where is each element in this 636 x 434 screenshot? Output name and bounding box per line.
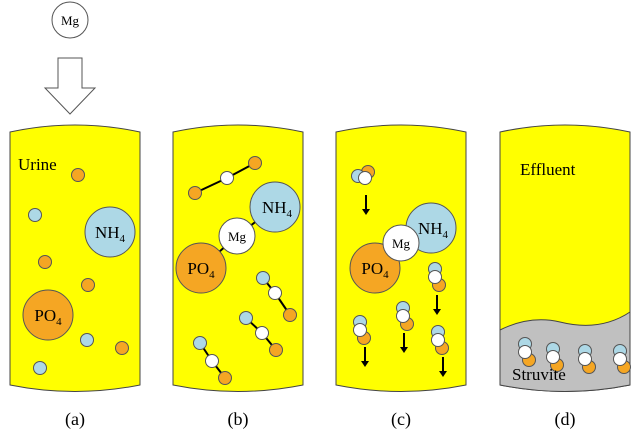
- ion-particle: [33, 361, 47, 375]
- ion-particle: [115, 341, 129, 355]
- struvite-particle: [546, 350, 560, 364]
- caption: (b): [228, 409, 249, 430]
- struvite-particle: [431, 333, 445, 347]
- ion-particle: [269, 343, 283, 357]
- ammonium: [84, 206, 136, 258]
- liquid-label: Urine: [18, 155, 57, 174]
- down-arrow: [43, 57, 97, 115]
- struvite-particle: [578, 352, 592, 366]
- ion-particle: [80, 333, 94, 347]
- ion-particle: [205, 354, 219, 368]
- settle-arrow-head: [439, 371, 447, 377]
- ammonium: [249, 181, 301, 233]
- ion-particle: [239, 311, 253, 325]
- ion-label: NH4: [95, 223, 126, 245]
- reagent-circle: [51, 1, 89, 39]
- phosphate: [22, 289, 74, 341]
- ion-particle: [188, 186, 202, 200]
- settle-arrow-head: [361, 361, 369, 367]
- ion-label: PO4: [361, 259, 389, 281]
- ion-label: Mg: [392, 236, 411, 251]
- struvite-particle: [353, 323, 367, 337]
- ion-label: PO4: [34, 306, 62, 328]
- struvite-particle: [518, 345, 532, 359]
- ion-particle: [71, 168, 85, 182]
- ion-particle: [193, 336, 207, 350]
- ion-particle: [283, 308, 297, 322]
- ion-particle: [28, 208, 42, 222]
- ion-label: NH4: [262, 198, 293, 220]
- liquid-label: Effluent: [520, 160, 576, 179]
- ion-label: PO4: [187, 259, 215, 281]
- caption: (c): [391, 409, 411, 430]
- caption: (a): [65, 409, 85, 430]
- magnesium: [218, 217, 256, 255]
- struvite-layer: [499, 311, 631, 392]
- ion-particle: [256, 271, 270, 285]
- ion-label: Mg: [228, 229, 247, 244]
- struvite-particle: [613, 352, 627, 366]
- settle-arrow-head: [400, 347, 408, 353]
- ion-particle: [81, 278, 95, 292]
- ion-particle: [248, 156, 262, 170]
- ion-particle: [38, 255, 52, 269]
- struvite-particle: [396, 309, 410, 323]
- caption: (d): [555, 409, 576, 430]
- settle-arrow-head: [433, 309, 441, 315]
- settle-arrow-head: [362, 209, 370, 215]
- ion-particle: [218, 371, 232, 385]
- reagent-label: Mg: [61, 13, 80, 28]
- magnesium: [382, 224, 420, 262]
- struvite-particle: [358, 171, 372, 185]
- struvite-particle: [428, 270, 442, 284]
- ion-label: NH4: [418, 219, 449, 241]
- ion-particle: [255, 326, 269, 340]
- phosphate: [175, 242, 227, 294]
- precipitate-label: Struvite: [512, 365, 566, 384]
- ion-particle: [268, 286, 282, 300]
- ion-particle: [220, 171, 234, 185]
